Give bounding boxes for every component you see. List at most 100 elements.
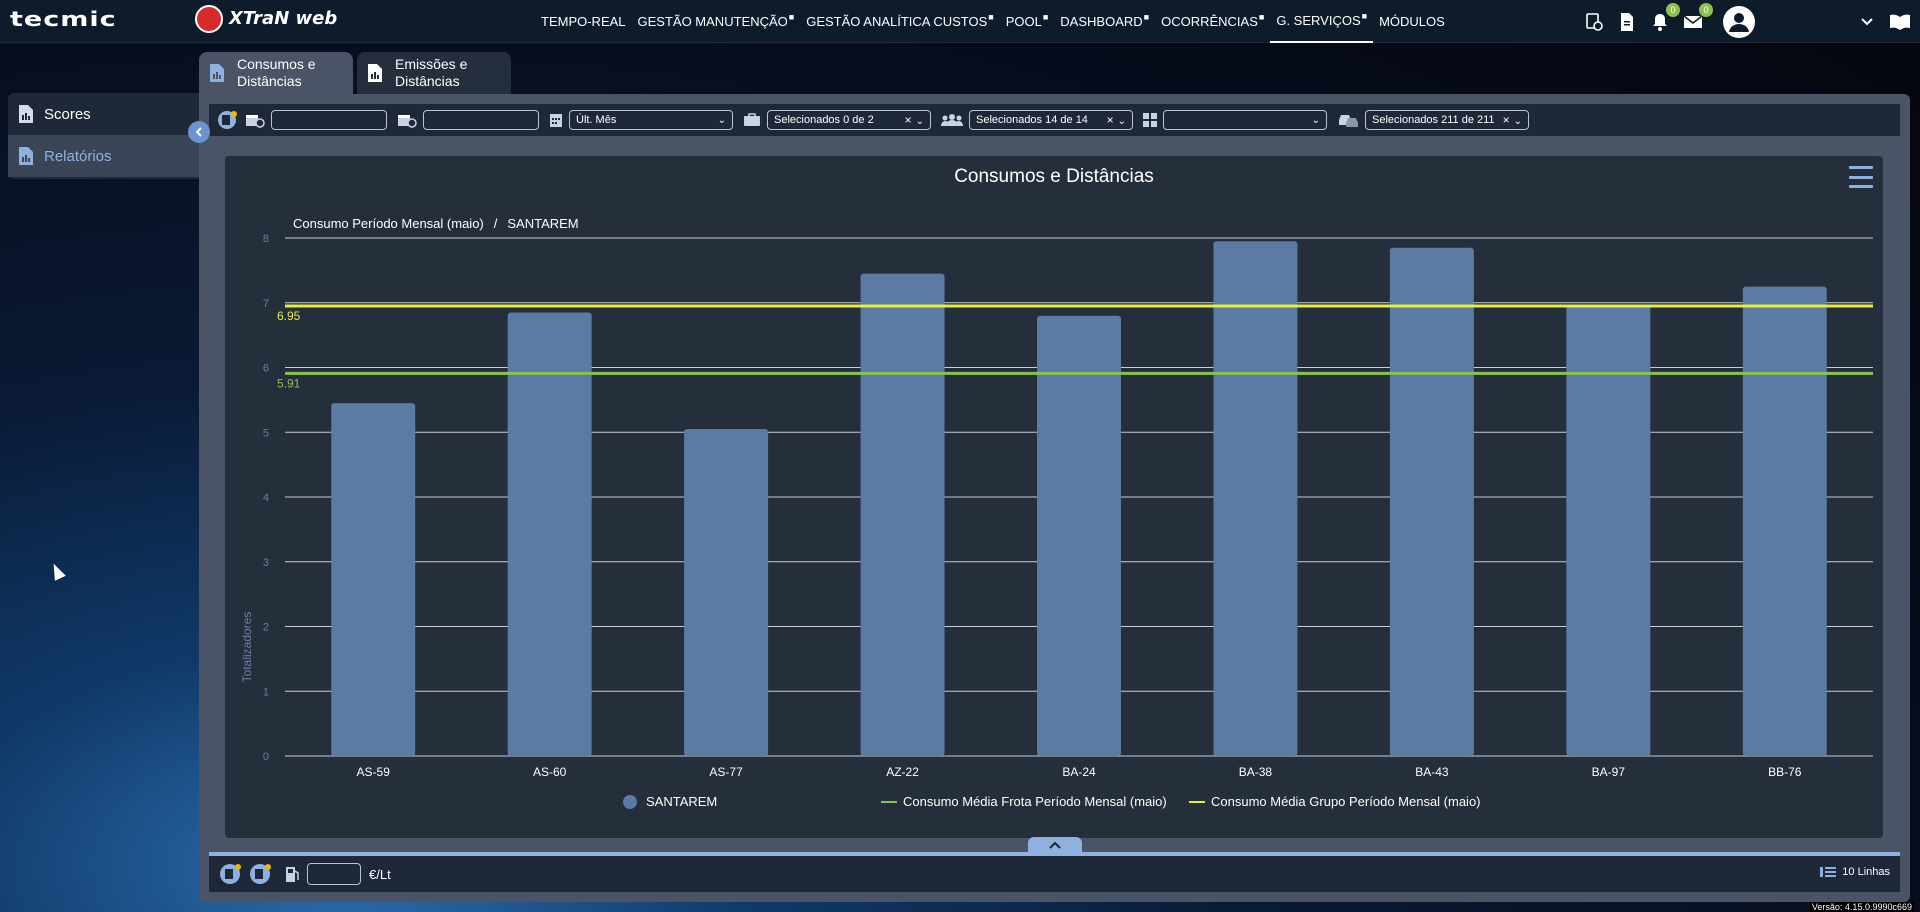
bar-AS-59	[331, 403, 416, 756]
manual-book-icon[interactable]	[1888, 10, 1912, 34]
chevron-down-icon: ⌄	[915, 116, 924, 127]
table-separator	[209, 852, 1900, 856]
top-icons: 0 0	[1573, 0, 1920, 43]
chart-breadcrumb: Consumo Período Mensal (maio) / SANTAREM	[293, 216, 579, 231]
nav-item-label: DASHBOARD	[1060, 14, 1143, 29]
export-pdf-icon[interactable]	[249, 863, 273, 885]
groups-select[interactable]: Selecionados 14 de 14 × ⌄	[969, 110, 1133, 130]
nav-item-3[interactable]: POOL ■	[1000, 0, 1055, 43]
mouse-cursor-icon	[48, 561, 66, 581]
sidebar-item-label: Relatórios	[44, 147, 112, 165]
nav-item-4[interactable]: DASHBOARD ■	[1054, 0, 1155, 43]
nav-item-7[interactable]: MÓDULOS	[1373, 0, 1451, 43]
xtran-logo[interactable]: XTraN web	[195, 5, 337, 33]
export-excel-icon[interactable]	[217, 110, 239, 130]
tab-emissoes-distancias[interactable]: Emissões e Distâncias	[357, 52, 511, 94]
fleet-settings-icon[interactable]	[1582, 10, 1606, 34]
category-select[interactable]: ⌄	[1163, 110, 1327, 130]
collapse-sidebar-button[interactable]	[188, 121, 210, 143]
nav-item-label: TEMPO-REAL	[541, 14, 626, 29]
y-tick-label: 8	[263, 233, 269, 245]
fuel-pump-icon	[285, 865, 301, 883]
sidebar-item-relatorios[interactable]: Relatórios	[8, 135, 203, 177]
y-tick-label: 3	[263, 557, 269, 569]
reference-line-label: 5.91	[277, 376, 301, 390]
chevron-down-icon: ⌄	[1513, 116, 1522, 127]
filter-bar: Últ. Mês ⌄ Selecionados 0 de 2 × ⌄ Seleci…	[209, 104, 1900, 136]
clear-icon[interactable]: ×	[904, 113, 912, 127]
breadcrumb-group: SANTAREM	[507, 216, 579, 231]
bar-BA-24	[1037, 315, 1121, 756]
fuel-price-input[interactable]	[307, 863, 361, 885]
nav-item-1[interactable]: GESTÃO MANUTENÇÃO ■	[632, 0, 801, 43]
y-tick-label: 1	[263, 686, 269, 698]
legend-label: Consumo Média Grupo Período Mensal (maio…	[1211, 794, 1481, 809]
companies-select-value: Selecionados 0 de 2	[774, 114, 874, 126]
chart-menu-icon[interactable]	[1849, 166, 1873, 188]
sidebar-item-scores[interactable]: Scores	[8, 93, 203, 135]
groups-select-value: Selecionados 14 de 14	[976, 114, 1088, 126]
clear-icon[interactable]: ×	[1106, 113, 1114, 127]
bar-AZ-22	[860, 273, 945, 756]
legend-marker-santarem	[623, 795, 637, 809]
bar-AS-60	[507, 312, 592, 756]
expand-table-button[interactable]	[1028, 837, 1082, 853]
x-tick-label: BA-43	[1415, 765, 1449, 779]
messages-count-badge: 0	[1699, 2, 1713, 17]
reference-line-label: 6.95	[277, 309, 301, 323]
x-tick-label: AS-59	[357, 765, 391, 779]
bar-BA-38	[1213, 241, 1298, 757]
user-avatar[interactable]	[1723, 5, 1755, 38]
chevron-down-icon: ⌄	[1117, 116, 1126, 127]
report-panel: Últ. Mês ⌄ Selecionados 0 de 2 × ⌄ Seleci…	[199, 94, 1910, 902]
groups-icon	[941, 113, 963, 127]
document-icon[interactable]	[1615, 10, 1639, 34]
calendar-to-icon[interactable]	[397, 112, 417, 128]
notifications-bell-icon[interactable]: 0	[1648, 2, 1680, 34]
vehicles-select[interactable]: Selecionados 211 de 211 × ⌄	[1365, 110, 1529, 130]
table-footer: €/Lt 10 Linhas	[209, 856, 1900, 892]
x-tick-label: AZ-22	[886, 765, 919, 779]
lock-icon: ■	[988, 11, 994, 22]
version-label: Versão: 4.15.0.9990c669	[1809, 902, 1914, 912]
tab-label: Consumos e Distâncias	[237, 56, 316, 89]
nav-item-5[interactable]: OCORRÊNCIAS ■	[1155, 0, 1270, 43]
report-tabs: Consumos e Distâncias Emissões e Distânc…	[199, 52, 511, 94]
y-tick-label: 4	[263, 492, 269, 504]
chart-container: 0 1 2 3 4 5 6 7 8 Totalizadores AS-59 AS-60 AS-77 AZ-…	[225, 156, 1883, 838]
chevron-down-icon[interactable]	[1855, 10, 1879, 34]
rows-per-page-button[interactable]: 10 Linhas	[1820, 866, 1890, 878]
report-icon	[19, 105, 33, 123]
nav-item-6[interactable]: G. SERVIÇOS ■	[1270, 0, 1374, 43]
date-to-input[interactable]	[423, 110, 539, 130]
calendar-icon	[549, 112, 563, 128]
tab-consumos-distancias[interactable]: Consumos e Distâncias	[199, 52, 353, 94]
nav-item-label: MÓDULOS	[1379, 14, 1445, 29]
date-from-input[interactable]	[271, 110, 387, 130]
nav-item-2[interactable]: GESTÃO ANALÍTICA CUSTOS ■	[800, 0, 1000, 43]
top-navbar: tecmic XTraN web TEMPO-REAL GESTÃO MANUTE…	[0, 0, 1920, 43]
chevron-up-icon	[1049, 841, 1061, 849]
export-excel-icon[interactable]	[219, 863, 243, 885]
bar-BA-43	[1389, 247, 1474, 756]
breadcrumb-period[interactable]: Consumo Período Mensal (maio)	[293, 216, 484, 231]
nav-item-0[interactable]: TEMPO-REAL	[535, 0, 632, 43]
lock-icon: ■	[1258, 11, 1265, 22]
lock-icon: ■	[1042, 11, 1049, 22]
clear-icon[interactable]: ×	[1502, 113, 1510, 127]
chevron-left-icon	[195, 127, 202, 137]
messages-mail-icon[interactable]: 0	[1681, 2, 1713, 34]
companies-select[interactable]: Selecionados 0 de 2 × ⌄	[767, 110, 931, 130]
y-axis-label: Totalizadores	[240, 612, 254, 683]
lock-icon: ■	[1143, 11, 1150, 22]
period-select[interactable]: Últ. Mês ⌄	[569, 110, 733, 130]
main-nav: TEMPO-REAL GESTÃO MANUTENÇÃO ■ GESTÃO ANALÍ…	[535, 0, 1451, 43]
tecmic-logo[interactable]: tecmic	[10, 8, 117, 32]
nav-item-label: GESTÃO ANALÍTICA CUSTOS	[806, 14, 988, 29]
legend-label: Consumo Média Frota Período Mensal (maio…	[903, 794, 1167, 809]
nav-item-label: OCORRÊNCIAS	[1161, 14, 1258, 29]
report-icon	[19, 147, 33, 165]
calendar-from-icon[interactable]	[245, 112, 265, 128]
x-tick-label: BA-97	[1592, 765, 1626, 779]
x-tick-label: BA-38	[1239, 765, 1273, 779]
